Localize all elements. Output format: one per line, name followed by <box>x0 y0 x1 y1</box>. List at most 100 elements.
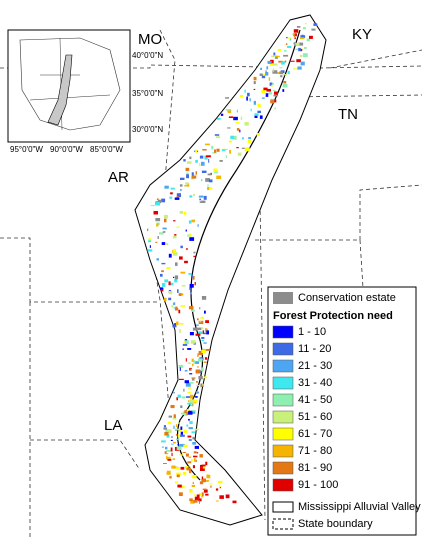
forest-patch <box>180 426 183 430</box>
forest-patch <box>206 330 209 335</box>
forest-patch <box>175 481 178 484</box>
forest-patch <box>163 427 168 430</box>
legend-swatch <box>272 342 294 356</box>
forest-patch <box>197 353 199 357</box>
forest-patch <box>179 378 184 380</box>
forest-patch <box>179 210 183 214</box>
forest-patch <box>213 168 218 172</box>
forest-patch <box>184 185 189 187</box>
forest-patch <box>205 320 209 323</box>
forest-patch <box>179 256 183 260</box>
forest-patch <box>208 158 210 163</box>
forest-patch <box>260 67 262 70</box>
forest-patch <box>174 234 177 236</box>
forest-patch <box>197 318 199 321</box>
forest-patch <box>177 484 182 488</box>
forest-patch <box>184 370 188 372</box>
state-label: KY <box>352 26 372 43</box>
forest-patch <box>155 218 161 222</box>
forest-patch <box>194 494 196 497</box>
forest-patch <box>185 396 191 398</box>
forest-patch <box>195 159 198 163</box>
forest-patch <box>287 37 292 39</box>
forest-patch <box>188 456 192 458</box>
forest-patch <box>191 458 193 462</box>
legend-swatch <box>272 359 294 373</box>
forest-patch <box>302 27 306 30</box>
forest-patch <box>205 493 209 496</box>
forest-patch <box>235 122 240 124</box>
forest-patch <box>273 99 277 103</box>
legend-label: 71 - 80 <box>298 445 332 457</box>
forest-patch <box>300 54 303 58</box>
forest-patch <box>171 465 176 469</box>
forest-patch <box>173 276 175 278</box>
forest-patch <box>196 391 199 394</box>
forest-patch <box>219 495 224 499</box>
forest-patch <box>191 274 194 278</box>
forest-patch <box>178 293 182 296</box>
forest-patch <box>168 415 173 418</box>
forest-patch <box>161 198 166 203</box>
forest-patch <box>248 137 251 139</box>
forest-patch <box>232 500 237 504</box>
forest-patch <box>166 455 168 460</box>
forest-patch <box>285 43 288 45</box>
forest-patch <box>179 323 184 325</box>
forest-patch <box>194 445 199 449</box>
forest-patch <box>186 467 191 471</box>
forest-patch <box>179 485 185 489</box>
forest-patch <box>268 77 271 81</box>
forest-patch <box>217 480 223 484</box>
forest-patch <box>180 466 185 470</box>
forest-patch <box>185 453 189 457</box>
forest-patch <box>304 47 307 49</box>
forest-patch <box>278 60 284 63</box>
forest-patch <box>161 270 164 273</box>
forest-patch <box>170 192 173 195</box>
forest-patch <box>180 305 186 307</box>
forest-patch <box>225 155 227 158</box>
forest-patch <box>168 281 171 286</box>
legend-swatch <box>272 393 294 407</box>
forest-patch <box>189 470 192 474</box>
forest-patch <box>156 223 159 227</box>
forest-patch <box>187 410 193 415</box>
forest-patch <box>196 324 199 326</box>
forest-patch <box>219 160 223 162</box>
legend-label: 51 - 60 <box>298 411 332 423</box>
forest-patch <box>203 195 207 200</box>
forest-patch <box>191 358 194 362</box>
forest-patch <box>196 384 200 386</box>
forest-patch <box>246 96 248 101</box>
forest-patch <box>196 366 199 368</box>
forest-patch <box>180 434 185 437</box>
forest-patch <box>199 481 204 485</box>
forest-patch <box>294 37 296 40</box>
forest-patch <box>205 349 210 351</box>
forest-patch <box>179 184 183 187</box>
forest-patch <box>203 342 207 344</box>
legend-label: 31 - 40 <box>298 377 332 389</box>
forest-patch <box>192 482 194 484</box>
forest-patch <box>228 140 232 143</box>
forest-patch <box>189 421 193 424</box>
forest-patch <box>227 109 232 114</box>
forest-patch <box>298 42 304 46</box>
legend-label: 91 - 100 <box>298 479 338 491</box>
forest-patch <box>185 182 189 185</box>
forest-patch <box>188 418 190 421</box>
forest-patch <box>188 387 192 389</box>
forest-patch <box>179 367 181 371</box>
inset-valley <box>47 54 73 126</box>
legend-swatch <box>272 444 294 458</box>
forest-patch <box>273 63 278 66</box>
forest-patch <box>161 440 166 443</box>
legend-label: 81 - 90 <box>298 462 332 474</box>
forest-patch <box>219 487 221 489</box>
forest-patch <box>202 330 205 334</box>
forest-patch <box>211 145 214 150</box>
forest-patch <box>168 297 172 301</box>
forest-patch <box>274 91 278 95</box>
legend-swatch <box>272 325 294 339</box>
